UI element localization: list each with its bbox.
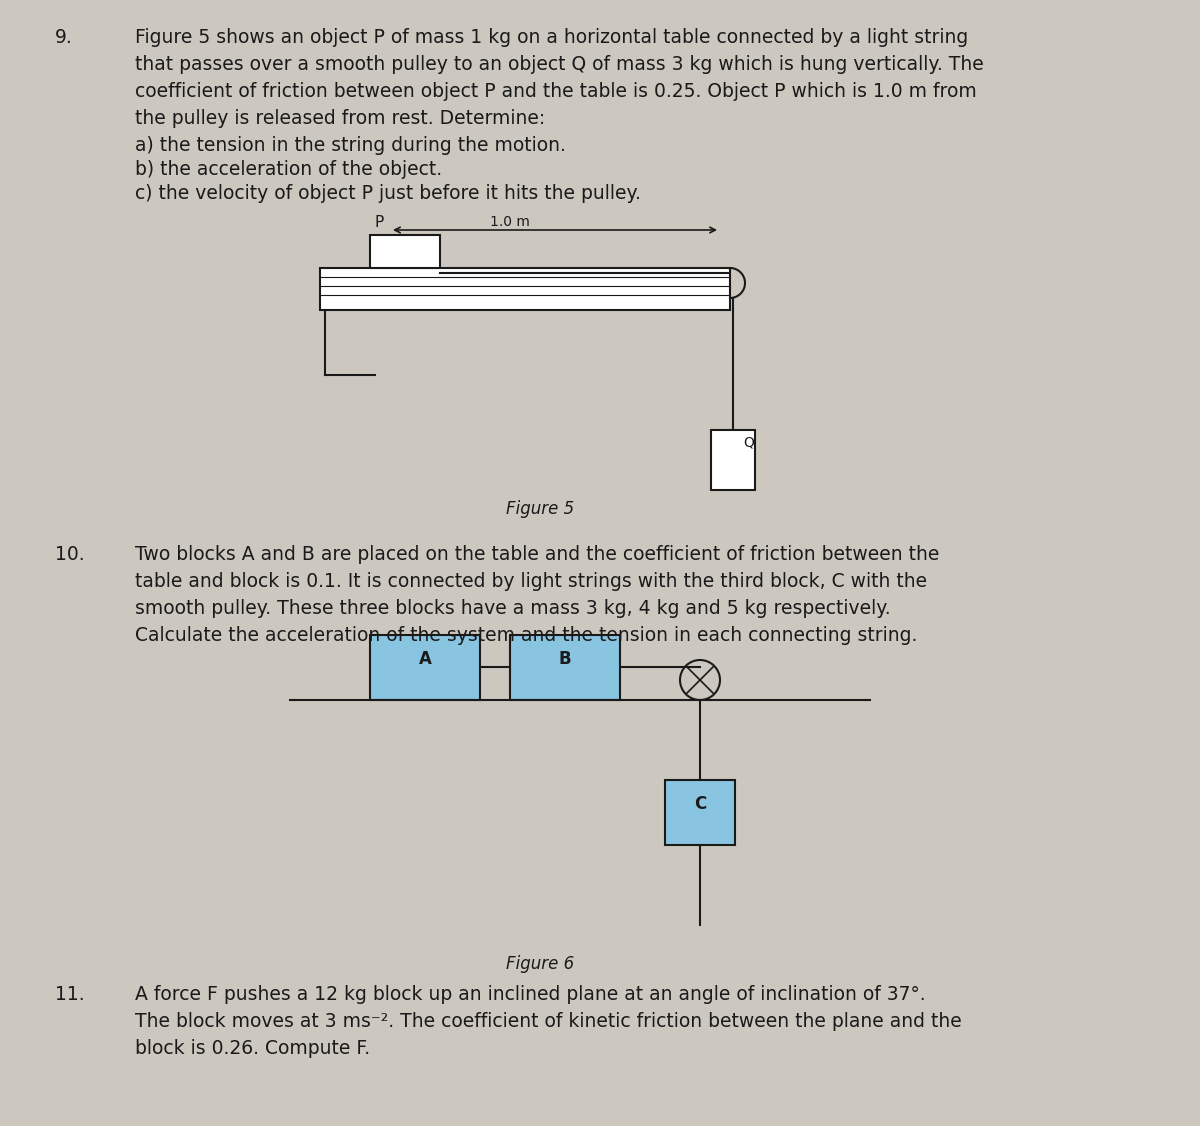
Text: table and block is 0.1. It is connected by light strings with the third block, C: table and block is 0.1. It is connected … bbox=[134, 572, 928, 591]
Text: A: A bbox=[419, 650, 432, 668]
Text: coefficient of friction between object P and the table is 0.25. Object P which i: coefficient of friction between object P… bbox=[134, 82, 977, 101]
Text: 11.: 11. bbox=[55, 985, 85, 1004]
Text: that passes over a smooth pulley to an object Q of mass 3 kg which is hung verti: that passes over a smooth pulley to an o… bbox=[134, 55, 984, 74]
Text: b) the acceleration of the object.: b) the acceleration of the object. bbox=[134, 160, 442, 179]
Text: the pulley is released from rest. Determine:: the pulley is released from rest. Determ… bbox=[134, 109, 545, 128]
Bar bbox=[370, 235, 440, 268]
Text: B: B bbox=[559, 650, 571, 668]
Text: Calculate the acceleration of the system and the tension in each connecting stri: Calculate the acceleration of the system… bbox=[134, 626, 917, 645]
Text: Figure 5 shows an object P of mass 1 kg on a horizontal table connected by a lig: Figure 5 shows an object P of mass 1 kg … bbox=[134, 28, 968, 47]
Text: Figure 5: Figure 5 bbox=[506, 500, 574, 518]
Text: A force F pushes a 12 kg block up an inclined plane at an angle of inclination o: A force F pushes a 12 kg block up an inc… bbox=[134, 985, 925, 1004]
Text: Figure 6: Figure 6 bbox=[506, 955, 574, 973]
Text: a) the tension in the string during the motion.: a) the tension in the string during the … bbox=[134, 136, 566, 155]
Text: smooth pulley. These three blocks have a mass 3 kg, 4 kg and 5 kg respectively.: smooth pulley. These three blocks have a… bbox=[134, 599, 890, 618]
Text: The block moves at 3 ms⁻². The coefficient of kinetic friction between the plane: The block moves at 3 ms⁻². The coefficie… bbox=[134, 1012, 961, 1031]
Text: 10.: 10. bbox=[55, 545, 85, 564]
Text: Two blocks A and B are placed on the table and the coefficient of friction betwe: Two blocks A and B are placed on the tab… bbox=[134, 545, 940, 564]
Text: P: P bbox=[374, 215, 384, 230]
Text: 1.0 m: 1.0 m bbox=[490, 215, 530, 229]
Text: C: C bbox=[694, 795, 706, 813]
Bar bbox=[320, 268, 730, 310]
Text: 9.: 9. bbox=[55, 28, 73, 47]
Text: block is 0.26. Compute F.: block is 0.26. Compute F. bbox=[134, 1039, 370, 1058]
Text: Q: Q bbox=[743, 435, 754, 449]
Bar bbox=[510, 635, 620, 700]
Bar bbox=[665, 780, 734, 844]
Bar bbox=[370, 635, 480, 700]
Text: c) the velocity of object P just before it hits the pulley.: c) the velocity of object P just before … bbox=[134, 184, 641, 203]
Bar bbox=[710, 430, 755, 490]
